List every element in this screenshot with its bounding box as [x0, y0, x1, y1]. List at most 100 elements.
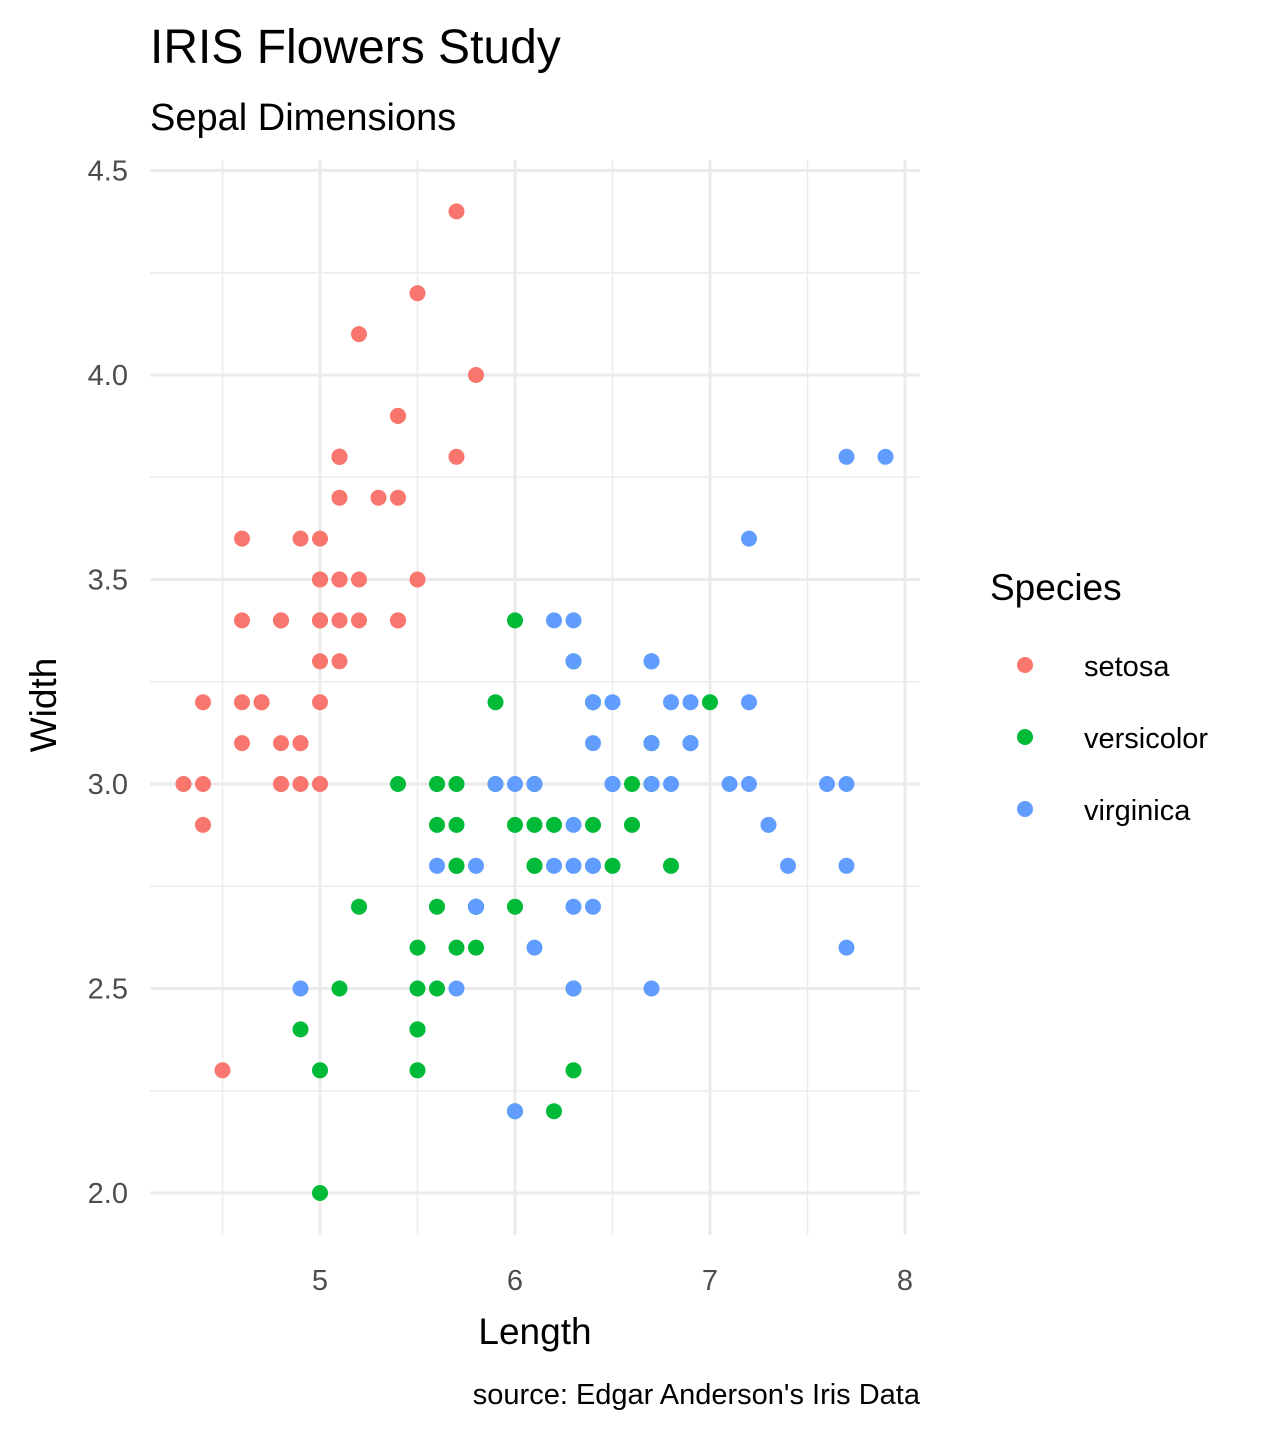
- point-virginica: [643, 735, 660, 752]
- y-tick-label: 2.0: [88, 1178, 128, 1210]
- chart-caption: source: Edgar Anderson's Iris Data: [473, 1379, 921, 1411]
- point-setosa: [175, 776, 192, 792]
- point-virginica: [838, 939, 855, 956]
- point-virginica: [877, 448, 894, 465]
- x-axis-title: Length: [478, 1311, 591, 1352]
- point-versicolor: [507, 898, 523, 915]
- point-virginica: [565, 816, 582, 833]
- point-virginica: [565, 898, 582, 915]
- point-virginica: [546, 612, 562, 629]
- point-virginica: [487, 776, 504, 792]
- point-versicolor: [409, 1021, 426, 1038]
- point-versicolor: [702, 694, 718, 711]
- point-setosa: [195, 776, 211, 792]
- point-virginica: [604, 776, 621, 792]
- data-points: [175, 203, 894, 1201]
- legend-key-virginica: [1017, 801, 1033, 817]
- point-versicolor: [429, 898, 445, 915]
- x-axis-ticks: 5 6 7 8: [312, 1265, 913, 1297]
- point-setosa: [312, 694, 328, 711]
- point-virginica: [760, 816, 777, 833]
- x-tick-label: 6: [507, 1265, 523, 1297]
- point-versicolor: [624, 816, 640, 833]
- point-virginica: [585, 694, 601, 711]
- point-virginica: [643, 653, 660, 670]
- point-setosa: [312, 571, 328, 588]
- legend: Species setosa versicolor virginica: [990, 567, 1208, 827]
- point-virginica: [565, 653, 582, 670]
- point-virginica: [663, 776, 679, 792]
- point-versicolor: [585, 816, 601, 833]
- point-versicolor: [292, 1021, 309, 1038]
- x-tick-label: 7: [702, 1265, 718, 1297]
- point-virginica: [468, 898, 484, 915]
- legend-items: setosa versicolor virginica: [1017, 651, 1208, 827]
- point-virginica: [429, 857, 445, 874]
- y-tick-label: 4.5: [88, 156, 128, 188]
- point-virginica: [292, 980, 309, 997]
- point-setosa: [195, 694, 211, 711]
- point-versicolor: [331, 980, 348, 997]
- y-tick-label: 4.0: [88, 360, 128, 392]
- point-setosa: [312, 530, 328, 547]
- point-virginica: [721, 776, 738, 792]
- point-versicolor: [565, 1062, 582, 1079]
- point-setosa: [312, 776, 328, 792]
- point-versicolor: [526, 816, 543, 833]
- point-setosa: [234, 530, 250, 547]
- point-virginica: [838, 776, 855, 792]
- point-virginica: [526, 776, 543, 792]
- point-versicolor: [390, 776, 406, 792]
- point-versicolor: [429, 776, 445, 792]
- point-virginica: [838, 857, 855, 874]
- point-versicolor: [409, 1062, 426, 1079]
- point-setosa: [448, 203, 465, 220]
- point-setosa: [312, 612, 328, 629]
- point-setosa: [331, 448, 348, 465]
- point-versicolor: [604, 857, 621, 874]
- point-virginica: [741, 530, 757, 547]
- point-setosa: [390, 489, 406, 506]
- point-versicolor: [546, 1103, 562, 1120]
- point-virginica: [643, 776, 660, 792]
- point-virginica: [565, 857, 582, 874]
- point-versicolor: [448, 816, 465, 833]
- point-setosa: [253, 694, 270, 711]
- y-axis-title: Width: [23, 658, 64, 753]
- legend-label-virginica: virginica: [1084, 795, 1191, 827]
- x-tick-label: 8: [897, 1265, 913, 1297]
- point-setosa: [234, 612, 250, 629]
- y-axis-ticks: 2.0 2.5 3.0 3.5 4.0 4.5: [88, 156, 128, 1211]
- legend-key-setosa: [1017, 657, 1033, 673]
- y-tick-label: 2.5: [88, 974, 128, 1006]
- legend-key-versicolor: [1017, 729, 1033, 745]
- point-setosa: [273, 612, 289, 629]
- x-tick-label: 5: [312, 1265, 328, 1297]
- point-virginica: [682, 735, 699, 752]
- point-versicolor: [507, 612, 523, 629]
- point-versicolor: [624, 776, 640, 792]
- point-setosa: [312, 653, 328, 670]
- chart-subtitle: Sepal Dimensions: [150, 97, 456, 139]
- point-versicolor: [448, 776, 465, 792]
- point-setosa: [390, 407, 406, 424]
- point-virginica: [565, 980, 582, 997]
- point-setosa: [351, 612, 367, 629]
- point-setosa: [273, 776, 289, 792]
- point-setosa: [234, 694, 250, 711]
- point-versicolor: [448, 857, 465, 874]
- point-virginica: [565, 612, 582, 629]
- point-setosa: [331, 612, 348, 629]
- point-versicolor: [429, 980, 445, 997]
- point-setosa: [370, 489, 387, 506]
- point-versicolor: [429, 816, 445, 833]
- legend-title: Species: [990, 567, 1122, 608]
- point-virginica: [448, 980, 465, 997]
- point-virginica: [819, 776, 835, 792]
- point-versicolor: [448, 939, 465, 956]
- point-virginica: [585, 735, 601, 752]
- point-virginica: [585, 857, 601, 874]
- point-virginica: [741, 776, 757, 792]
- point-setosa: [351, 571, 367, 588]
